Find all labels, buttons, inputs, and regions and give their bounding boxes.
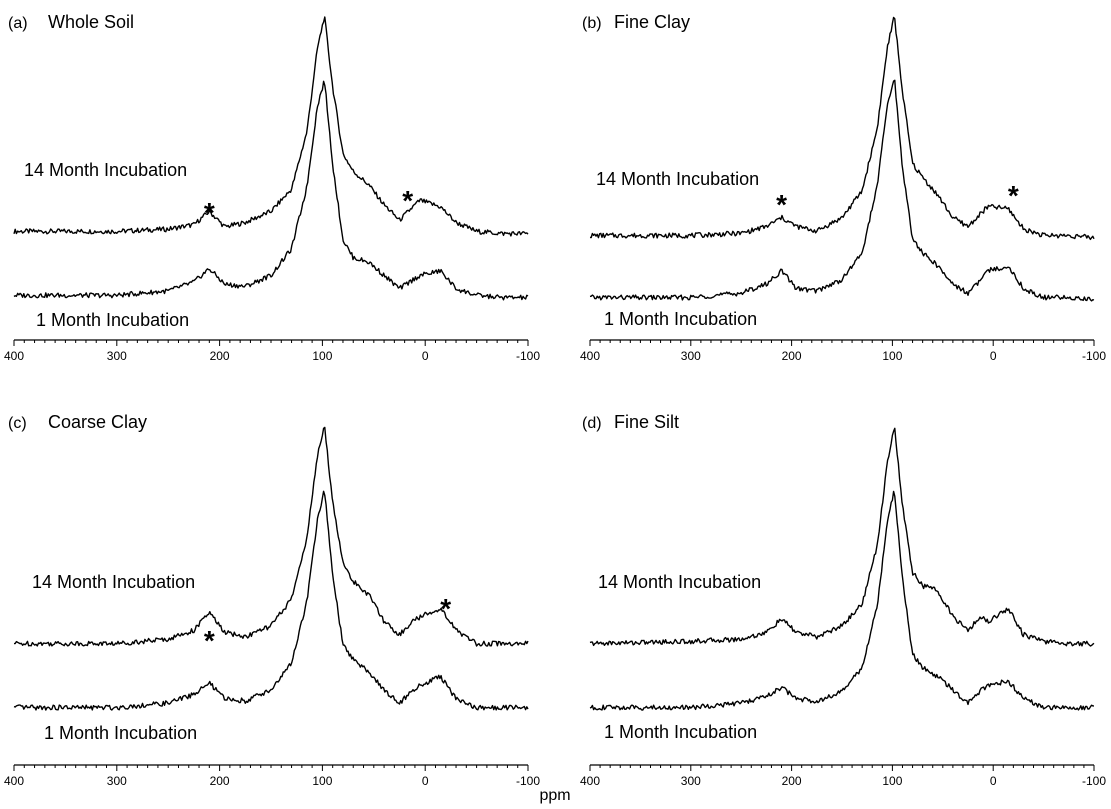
panel-label: (b) bbox=[582, 15, 602, 32]
x-axis-title: ppm bbox=[539, 787, 570, 804]
series-label: 1 Month Incubation bbox=[604, 309, 757, 329]
tick-label: 200 bbox=[210, 349, 230, 363]
tick-label: 0 bbox=[990, 774, 997, 788]
panel-title: Fine Silt bbox=[614, 412, 679, 432]
spectrum-trace bbox=[589, 427, 1095, 647]
panel-title: Coarse Clay bbox=[48, 412, 147, 432]
peak-marker: * bbox=[402, 185, 413, 216]
tick-label: 400 bbox=[580, 349, 600, 363]
spectrum-trace bbox=[13, 490, 529, 711]
panel-label: (c) bbox=[8, 415, 27, 432]
tick-label: 400 bbox=[4, 349, 24, 363]
tick-label: 100 bbox=[882, 774, 902, 788]
spectrum-trace bbox=[589, 79, 1095, 302]
series-label: 1 Month Incubation bbox=[604, 722, 757, 742]
peak-marker: * bbox=[1008, 180, 1019, 211]
series-label: 14 Month Incubation bbox=[598, 572, 761, 592]
tick-label: 100 bbox=[882, 349, 902, 363]
peak-marker: * bbox=[440, 593, 451, 624]
tick-label: -100 bbox=[1082, 774, 1106, 788]
spectrum-trace bbox=[13, 16, 529, 237]
tick-label: 0 bbox=[422, 774, 429, 788]
tick-label: 0 bbox=[422, 349, 429, 363]
panel-1: (b) Fine Clay 14 Month Incubation 1 Month I… bbox=[580, 12, 1106, 363]
series-label: 1 Month Incubation bbox=[36, 310, 189, 330]
series-label: 14 Month Incubation bbox=[24, 160, 187, 180]
tick-label: -100 bbox=[516, 349, 540, 363]
spectrum-trace bbox=[589, 16, 1095, 241]
tick-label: 300 bbox=[681, 349, 701, 363]
panel-label: (d) bbox=[582, 415, 602, 432]
peak-marker: * bbox=[204, 197, 215, 228]
panel-label: (a) bbox=[8, 15, 28, 32]
tick-label: 300 bbox=[107, 774, 127, 788]
tick-label: 200 bbox=[782, 774, 802, 788]
panel-title: Whole Soil bbox=[48, 12, 134, 32]
peak-marker: * bbox=[204, 625, 215, 656]
tick-label: 0 bbox=[990, 349, 997, 363]
tick-label: 400 bbox=[580, 774, 600, 788]
panels-group: (a) Whole Soil 14 Month Incubation 1 Month … bbox=[4, 12, 1106, 788]
tick-label: 300 bbox=[107, 349, 127, 363]
peak-marker: * bbox=[776, 189, 787, 220]
tick-label: 100 bbox=[312, 349, 332, 363]
tick-label: 100 bbox=[312, 774, 332, 788]
panel-3: (d) Fine Silt 14 Month Incubation 1 Month I… bbox=[580, 412, 1106, 788]
tick-label: 400 bbox=[4, 774, 24, 788]
tick-label: 200 bbox=[210, 774, 230, 788]
tick-label: 300 bbox=[681, 774, 701, 788]
spectrum-trace bbox=[13, 80, 529, 301]
tick-label: 200 bbox=[782, 349, 802, 363]
tick-label: -100 bbox=[516, 774, 540, 788]
series-label: 1 Month Incubation bbox=[44, 723, 197, 743]
tick-label: -100 bbox=[1082, 349, 1106, 363]
series-label: 14 Month Incubation bbox=[32, 572, 195, 592]
panel-0: (a) Whole Soil 14 Month Incubation 1 Month … bbox=[4, 12, 540, 363]
panel-2: (c) Coarse Clay 14 Month Incubation 1 Month… bbox=[4, 412, 540, 788]
series-label: 14 Month Incubation bbox=[596, 169, 759, 189]
panel-title: Fine Clay bbox=[614, 12, 690, 32]
spectrum-trace bbox=[589, 490, 1094, 711]
spectrum-trace bbox=[13, 426, 529, 647]
